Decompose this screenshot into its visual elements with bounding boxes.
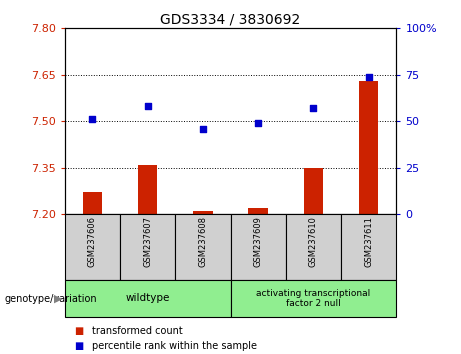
Text: wildtype: wildtype	[125, 293, 170, 303]
Text: ▶: ▶	[54, 294, 62, 304]
Text: GSM237606: GSM237606	[88, 216, 97, 267]
Point	[365, 74, 372, 79]
Bar	[248, 208, 268, 214]
Point	[310, 105, 317, 111]
Point	[144, 103, 151, 109]
Text: GSM237608: GSM237608	[198, 216, 207, 267]
Bar	[138, 165, 157, 214]
Bar	[65, 214, 120, 280]
Bar	[65, 280, 230, 317]
Bar	[230, 214, 286, 280]
Text: GSM237607: GSM237607	[143, 216, 152, 267]
Bar	[286, 214, 341, 280]
Text: GSM237609: GSM237609	[254, 216, 263, 267]
Bar	[120, 214, 175, 280]
Text: transformed count: transformed count	[92, 326, 183, 336]
Text: GSM237611: GSM237611	[364, 216, 373, 267]
Text: ■: ■	[74, 326, 83, 336]
Text: activating transcriptional
factor 2 null: activating transcriptional factor 2 null	[256, 289, 371, 308]
Point	[254, 120, 262, 126]
Text: genotype/variation: genotype/variation	[5, 294, 97, 304]
Bar	[304, 168, 323, 214]
Bar	[341, 214, 396, 280]
Point	[199, 126, 207, 131]
Bar	[175, 214, 230, 280]
Bar	[230, 280, 396, 317]
Bar	[359, 81, 378, 214]
Bar	[193, 211, 213, 214]
Text: ■: ■	[74, 341, 83, 351]
Text: percentile rank within the sample: percentile rank within the sample	[92, 341, 257, 351]
Text: GSM237610: GSM237610	[309, 216, 318, 267]
Point	[89, 116, 96, 122]
Bar	[83, 193, 102, 214]
Text: GDS3334 / 3830692: GDS3334 / 3830692	[160, 12, 301, 27]
